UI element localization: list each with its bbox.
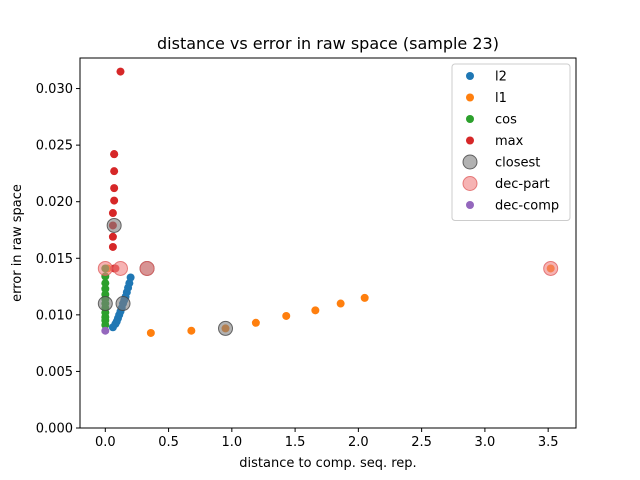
x-tick-label: 2.0	[348, 435, 369, 450]
series-l1	[103, 264, 555, 337]
series-dec-part	[97, 260, 559, 276]
series-dec-comp	[101, 326, 110, 335]
point-closest	[218, 320, 234, 336]
y-tick-label: 0.000	[36, 422, 73, 437]
y-tick-label: 0.030	[36, 82, 73, 97]
legend-marker-dec-part	[462, 176, 478, 191]
point-l1	[311, 306, 320, 315]
y-axis: 0.000 0.005 0.010 0.015 0.020 0.025 0.030	[36, 82, 80, 437]
point-closest	[115, 296, 131, 312]
point-max	[110, 167, 119, 176]
legend-label-max: max	[495, 134, 524, 149]
point-max	[108, 209, 117, 218]
point-dec-part	[112, 260, 128, 276]
x-tick-label: 3.0	[475, 435, 496, 450]
point-max	[110, 196, 119, 205]
x-tick-label: 2.5	[411, 435, 432, 450]
point-cos	[101, 279, 110, 288]
legend-marker-max	[466, 136, 474, 145]
point-max	[116, 67, 125, 76]
y-tick-label: 0.010	[36, 308, 73, 323]
legend-label-dec-part: dec-part	[495, 177, 550, 192]
plot-border	[79, 57, 577, 429]
y-tick-label: 0.020	[36, 195, 73, 210]
point-max	[110, 150, 119, 159]
point-l1	[187, 326, 196, 335]
legend-label-l2: l2	[495, 70, 507, 85]
legend-marker-dec-comp	[466, 201, 474, 209]
y-tick-label: 0.015	[36, 252, 73, 267]
legend-marker-l2	[466, 72, 474, 80]
point-dec-comp	[101, 326, 110, 335]
legend-label-l1: l1	[495, 91, 507, 106]
legend-label-dec-comp: dec-comp	[495, 199, 559, 214]
point-dec-part	[97, 260, 113, 276]
point-closest	[106, 217, 122, 233]
data-marks	[97, 67, 559, 337]
legend-label-closest: closest	[495, 156, 540, 171]
y-tick-label: 0.005	[36, 365, 73, 380]
legend-marker-cos	[466, 115, 474, 123]
point-l1	[251, 318, 260, 327]
x-tick-label: 0.0	[95, 435, 116, 450]
point-max	[108, 242, 117, 251]
point-dec-part	[543, 260, 559, 276]
x-axis-label: distance to comp. seq. rep.	[239, 456, 416, 471]
legend-label-cos: cos	[495, 113, 517, 128]
point-l1	[146, 328, 155, 337]
point-cos	[101, 284, 110, 293]
point-l2	[126, 273, 135, 282]
x-tick-label: 3.5	[538, 435, 559, 450]
x-tick-label: 1.0	[221, 435, 242, 450]
point-l1	[282, 311, 291, 320]
point-max	[110, 184, 119, 193]
point-l1	[336, 299, 345, 308]
point-dec-part	[139, 260, 155, 276]
x-tick-label: 1.5	[285, 435, 306, 450]
legend-box	[451, 63, 571, 221]
y-tick-label: 0.025	[36, 139, 73, 154]
legend: l2 l1 cos max closest dec-part dec-comp	[451, 63, 571, 221]
chart-title: distance vs error in raw space (sample 2…	[157, 34, 499, 53]
legend-marker-closest	[462, 154, 478, 170]
point-closest	[97, 296, 113, 312]
x-tick-label: 0.5	[158, 435, 179, 450]
y-axis-label: error in raw space	[10, 184, 25, 302]
legend-marker-l1	[466, 93, 474, 102]
point-l1	[360, 293, 369, 302]
x-axis: 0.0 0.5 1.0 1.5 2.0 2.5 3.0 3.5	[95, 428, 559, 450]
point-max	[108, 232, 117, 241]
